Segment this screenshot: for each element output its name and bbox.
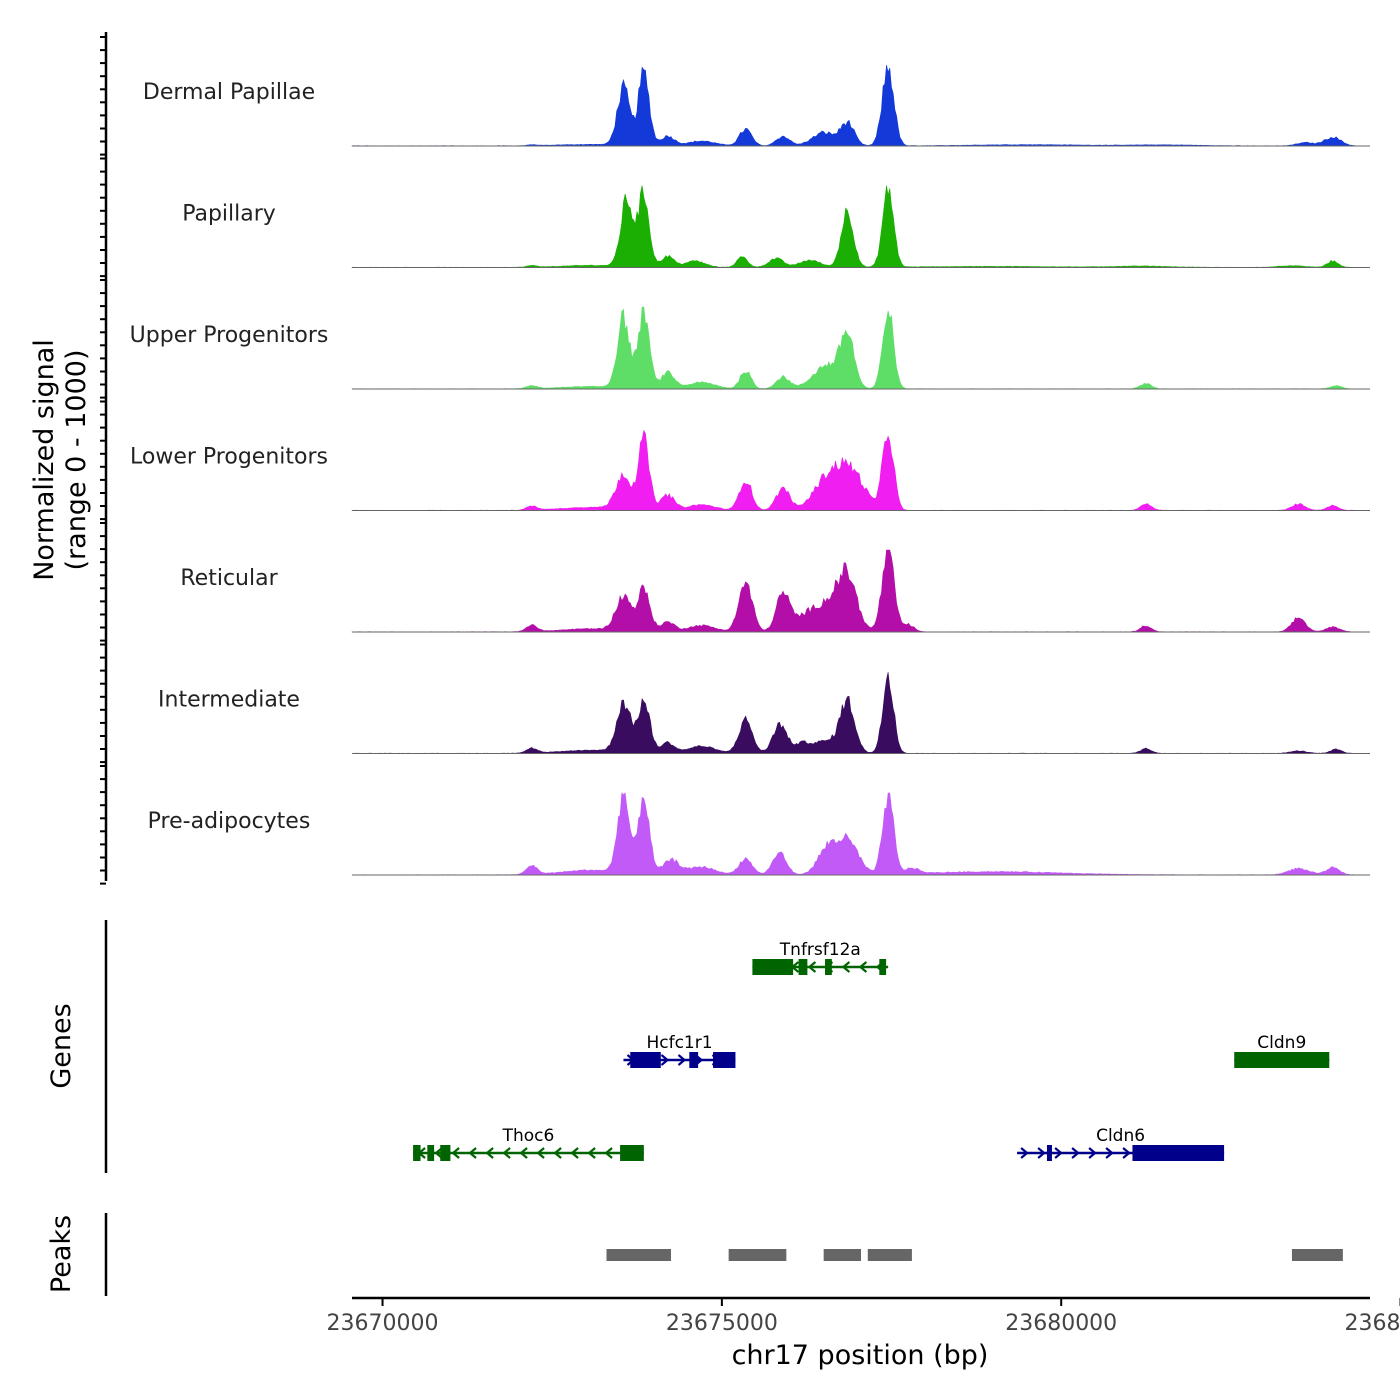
gene-exon	[879, 959, 887, 975]
peak-region	[867, 1249, 912, 1261]
strand-arrow	[519, 1147, 528, 1159]
strand-arrow	[1054, 1147, 1063, 1159]
gene-exon	[1132, 1145, 1225, 1161]
x-tick-label: 23670000	[327, 1311, 439, 1336]
strand-arrow	[1105, 1147, 1114, 1159]
strand-arrow	[468, 1147, 477, 1159]
gene-label: Cldn6	[1096, 1126, 1145, 1146]
strand-arrow	[604, 1147, 613, 1159]
gene-exon	[620, 1145, 644, 1161]
track-upper-progenitors: Upper Progenitors	[130, 306, 1370, 390]
strand-arrow	[587, 1147, 596, 1159]
peak-region	[728, 1249, 787, 1261]
strand-arrow	[677, 1054, 687, 1066]
signal-area	[351, 549, 1356, 633]
track-reticular: Reticular	[180, 549, 1370, 633]
signal-area	[351, 792, 1356, 876]
gene-label: Thoc6	[502, 1126, 555, 1146]
gene-cldn9: Cldn9	[1234, 1033, 1330, 1068]
strand-arrow	[660, 1054, 670, 1066]
coverage-tracks: Dermal Papillae Papillary Upper Progenitor…	[130, 65, 1370, 876]
strand-arrow	[570, 1147, 579, 1159]
strand-arrow	[434, 1147, 443, 1159]
gene-exon	[440, 1145, 451, 1161]
gene-exon	[798, 959, 808, 975]
track-intermediate: Intermediate	[158, 672, 1370, 754]
gene-cldn6: Cldn6	[1017, 1126, 1225, 1161]
strand-arrow	[1071, 1147, 1080, 1159]
peak-region	[1291, 1249, 1343, 1261]
signal-area	[351, 185, 1356, 268]
gene-exon	[413, 1145, 421, 1161]
gene-label: Cldn9	[1257, 1033, 1306, 1053]
track-pre-adipocytes: Pre-adipocytes	[148, 792, 1370, 876]
peaks-panel-label: Peaks	[46, 1215, 77, 1293]
gene-label: Tnfrsf12a	[779, 940, 861, 960]
x-axis-ticks: 23670000 23675000 23680000 23685000	[327, 1298, 1400, 1336]
x-tick-label: 23680000	[1005, 1311, 1117, 1336]
signal-area	[351, 65, 1356, 147]
x-tick-label: 23685000	[1345, 1311, 1400, 1336]
gene-hcfc1r1: Hcfc1r1	[623, 1033, 736, 1068]
strand-arrow	[536, 1147, 545, 1159]
gene-exon	[427, 1145, 435, 1161]
strand-arrow	[807, 961, 817, 973]
strand-arrow	[553, 1147, 562, 1159]
gene-label: Hcfc1r1	[646, 1033, 712, 1053]
peak-regions	[606, 1249, 1343, 1261]
signal-area	[351, 429, 1356, 511]
strand-arrow	[451, 1147, 460, 1159]
strand-arrow	[858, 961, 868, 973]
x-tick-label: 23675000	[666, 1311, 778, 1336]
gene-annotations: Tnfrsf12a Hcfc1r1 Cldn9 Thoc6 Cldn6	[413, 940, 1330, 1161]
peak-region	[606, 1249, 671, 1261]
signal-area	[351, 306, 1356, 390]
peak-region	[823, 1249, 861, 1261]
y-axis-title-line1: Normalized signal	[29, 339, 60, 581]
gene-exon	[630, 1052, 661, 1068]
genes-panel-label: Genes	[46, 1003, 77, 1088]
signal-area	[351, 672, 1356, 754]
strand-arrow	[502, 1147, 511, 1159]
gene-exon	[689, 1052, 699, 1068]
track-label: Papillary	[182, 202, 276, 227]
track-dermal-papillae: Dermal Papillae	[143, 65, 1370, 147]
strand-arrow	[841, 961, 851, 973]
strand-arrow	[1088, 1147, 1097, 1159]
track-label: Dermal Papillae	[143, 80, 315, 105]
track-label: Reticular	[180, 566, 278, 591]
gene-exon	[752, 959, 794, 975]
x-axis-title: chr17 position (bp)	[732, 1340, 989, 1371]
strand-arrow	[1037, 1147, 1046, 1159]
track-papillary: Papillary	[182, 185, 1370, 268]
gene-exon	[1046, 1145, 1052, 1161]
y-axis-title-line2: (range 0 - 1000)	[61, 350, 92, 571]
gene-exon	[825, 959, 832, 975]
coverage-y-axis-ticks	[100, 36, 106, 885]
strand-arrow	[1020, 1147, 1029, 1159]
track-label: Pre-adipocytes	[148, 809, 311, 834]
track-label: Lower Progenitors	[130, 445, 328, 470]
track-lower-progenitors: Lower Progenitors	[130, 429, 1370, 511]
track-label: Upper Progenitors	[130, 323, 329, 348]
gene-exon	[1234, 1052, 1330, 1068]
gene-thoc6: Thoc6	[413, 1126, 644, 1161]
strand-arrow	[1122, 1147, 1131, 1159]
strand-arrow	[485, 1147, 494, 1159]
gene-tnfrsf12a: Tnfrsf12a	[752, 940, 889, 975]
track-label: Intermediate	[158, 688, 300, 713]
gene-exon	[713, 1052, 736, 1068]
